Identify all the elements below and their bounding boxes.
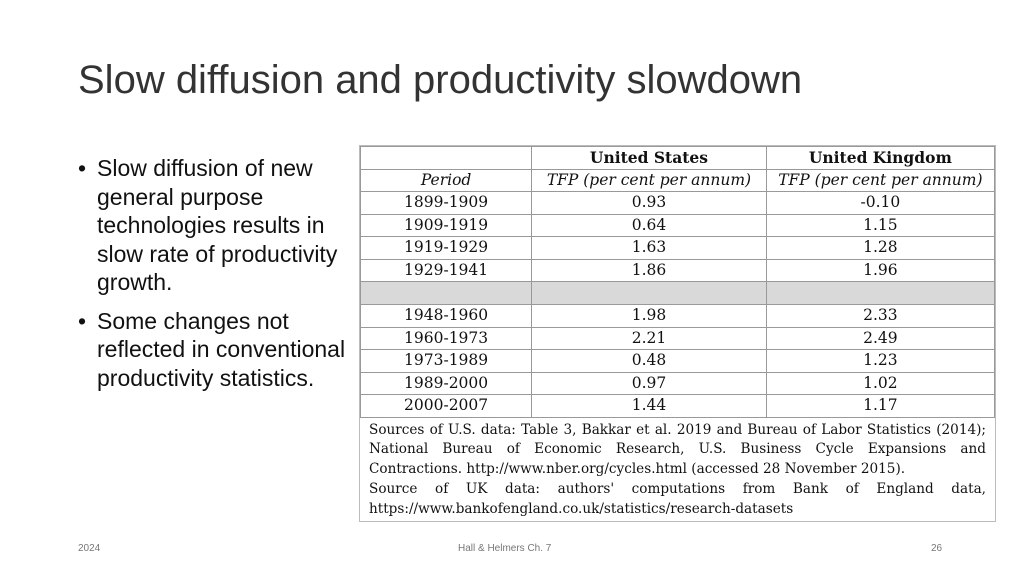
period-cell: 1948-1960	[359, 304, 533, 328]
period-cell: 1929-1941	[359, 258, 533, 282]
uk-tfp-cell: 1.23	[765, 349, 996, 373]
subheader-cell: TFP (per cent per annum)	[765, 168, 996, 192]
bullet-item: • Slow diffusion of new general purpose …	[78, 154, 348, 297]
bullet-text: Slow diffusion of new general purpose te…	[97, 155, 338, 295]
table-row: 1989-2000 0.97 1.02	[359, 371, 996, 395]
table-row: 1960-1973 2.21 2.49	[359, 326, 996, 350]
bullet-icon: •	[78, 155, 87, 181]
uk-tfp-cell: -0.10	[765, 191, 996, 215]
bullet-list: • Slow diffusion of new general purpose …	[78, 154, 348, 402]
table-row: 1919-1929 1.63 1.28	[359, 236, 996, 260]
sources-uk: Source of UK data: authors' computations…	[369, 480, 986, 517]
table-gap-row	[359, 281, 996, 305]
table-subheader-row: Period TFP (per cent per annum) TFP (per…	[359, 168, 996, 192]
footer-title: Hall & Helmers Ch. 7	[458, 543, 552, 554]
table-sources: Sources of U.S. data: Table 3, Bakkar et…	[360, 418, 995, 522]
us-tfp-cell: 1.63	[531, 236, 767, 260]
period-cell: 1909-1919	[359, 213, 533, 237]
table-body-top: 1899-1909 0.93 -0.10 1909-1919 0.64 1.15 1919-…	[359, 191, 996, 282]
period-cell: 1960-1973	[359, 326, 533, 350]
uk-tfp-cell: 2.33	[765, 304, 996, 328]
uk-tfp-cell: 1.17	[765, 394, 996, 418]
table-row: 1948-1960 1.98 2.33	[359, 304, 996, 328]
table-row: 1973-1989 0.48 1.23	[359, 349, 996, 373]
bullet-item: • Some changes not reflected in conventi…	[78, 307, 348, 393]
subheader-cell: Period	[359, 168, 533, 192]
table-row: 2000-2007 1.44 1.17	[359, 394, 996, 418]
slide-title: Slow diffusion and productivity slowdown	[78, 58, 803, 102]
us-tfp-cell: 0.64	[531, 213, 767, 237]
uk-tfp-cell: 1.96	[765, 258, 996, 282]
us-tfp-cell: 0.97	[531, 371, 767, 395]
footer-date: 2024	[78, 543, 101, 554]
slide-number: 26	[931, 543, 943, 554]
table-header-row: United States United Kingdom	[359, 146, 996, 170]
period-cell: 2000-2007	[359, 394, 533, 418]
gap-cell	[359, 281, 533, 305]
bullet-text: Some changes not reflected in convention…	[97, 307, 346, 391]
gap-cell	[531, 281, 767, 305]
us-tfp-cell: 0.48	[531, 349, 767, 373]
period-cell: 1899-1909	[359, 191, 533, 215]
table-row: 1909-1919 0.64 1.15	[359, 213, 996, 237]
bullet-icon: •	[78, 307, 87, 334]
period-cell: 1989-2000	[359, 371, 533, 395]
uk-tfp-cell: 2.49	[765, 326, 996, 350]
table-gap	[359, 281, 996, 305]
tfp-table-container: United States United Kingdom Period TFP …	[359, 145, 996, 523]
us-tfp-cell: 0.93	[531, 191, 767, 215]
header-cell: United Kingdom	[765, 146, 996, 170]
uk-tfp-cell: 1.02	[765, 371, 996, 395]
header-cell: United States	[531, 146, 767, 170]
table-row: 1929-1941 1.86 1.96	[359, 258, 996, 282]
table-row: 1899-1909 0.93 -0.10	[359, 191, 996, 215]
table-body-bottom: 1948-1960 1.98 2.33 1960-1973 2.21 2.49 1973-1…	[359, 304, 996, 418]
tfp-table: United States United Kingdom Period TFP …	[359, 146, 996, 418]
us-tfp-cell: 2.21	[531, 326, 767, 350]
uk-tfp-cell: 1.15	[765, 213, 996, 237]
header-cell	[359, 146, 533, 170]
us-tfp-cell: 1.86	[531, 258, 767, 282]
period-cell: 1973-1989	[359, 349, 533, 373]
period-cell: 1919-1929	[359, 236, 533, 260]
us-tfp-cell: 1.98	[531, 304, 767, 328]
uk-tfp-cell: 1.28	[765, 236, 996, 260]
gap-cell	[765, 281, 996, 305]
sources-us: Sources of U.S. data: Table 3, Bakkar et…	[369, 421, 986, 478]
us-tfp-cell: 1.44	[531, 394, 767, 418]
subheader-cell: TFP (per cent per annum)	[531, 168, 767, 192]
